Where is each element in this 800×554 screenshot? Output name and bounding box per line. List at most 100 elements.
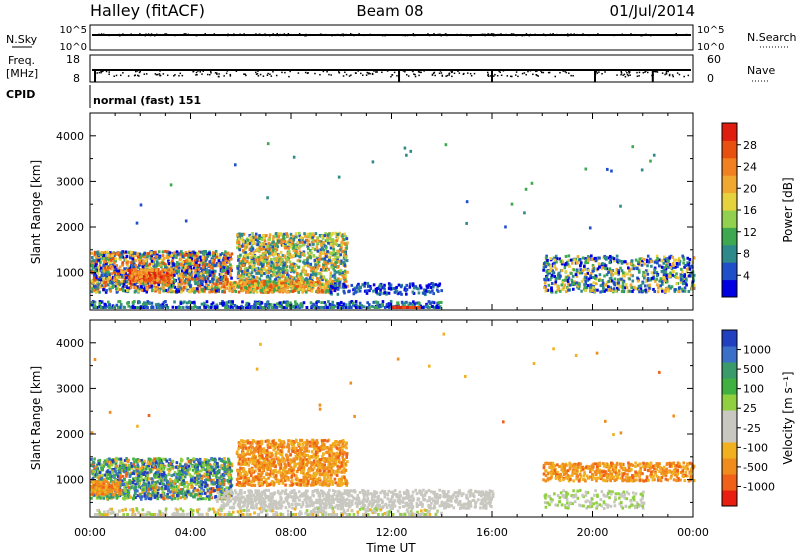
range-gate-cell: [118, 251, 122, 255]
range-gate-cell: [97, 266, 100, 270]
range-gate-cell: [115, 290, 119, 294]
range-gate-cell: [189, 290, 192, 294]
nave-dot: [159, 70, 161, 72]
range-gate-cell: [288, 279, 292, 283]
range-gate-cell: [108, 303, 111, 307]
noise-dot: [305, 34, 307, 37]
range-gate-cell: [348, 303, 351, 307]
range-gate-cell: [276, 266, 280, 270]
range-gate-cell: [186, 278, 190, 282]
range-gate-cell: [175, 271, 179, 275]
range-gate-cell: [197, 285, 201, 289]
range-gate-cell: [677, 290, 681, 294]
nave-dot: [202, 70, 204, 72]
range-gate-cell: [671, 266, 675, 270]
range-gate-cell: [268, 237, 271, 241]
range-gate-cell: [185, 262, 188, 266]
range-gate-cell: [342, 253, 346, 257]
range-gate-cell: [337, 249, 340, 253]
range-gate-cell: [363, 284, 366, 288]
range-gate-cell: [263, 282, 266, 286]
range-gate-cell: [291, 290, 295, 294]
range-gate-cell: [388, 306, 391, 309]
range-gate-cell: [321, 282, 325, 286]
range-gate-cell: [220, 277, 224, 281]
noise-dot: [544, 34, 547, 37]
range-gate-cell: [283, 289, 287, 293]
range-gate-cell: [144, 259, 147, 263]
range-gate-cell: [315, 304, 318, 308]
nave-dot: [348, 75, 351, 77]
range-gate-cell: [329, 274, 333, 278]
nave-dot: [667, 70, 669, 73]
range-gate-cell: [435, 288, 439, 292]
range-gate-cell: [555, 260, 558, 264]
range-gate-cell: [300, 236, 303, 240]
range-gate-cell: [345, 243, 348, 247]
range-gate-cell: [150, 259, 154, 263]
range-gate-cell: [692, 256, 696, 260]
range-gate-cell: [295, 285, 298, 289]
noise-dot: [178, 34, 180, 36]
nave-dot: [414, 73, 416, 76]
range-gate-cell: [241, 261, 245, 265]
noise-dot: [303, 34, 306, 37]
range-gate-cell: [138, 261, 142, 265]
range-gate-cell: [302, 252, 305, 256]
range-gate-cell: [313, 272, 316, 276]
range-gate-cell: [308, 276, 312, 280]
range-gate-cell: [583, 264, 586, 268]
range-gate-cell: [126, 301, 129, 305]
range-gate-cell: [188, 262, 192, 266]
range-gate-cell: [186, 262, 190, 266]
range-gate-cell: [662, 261, 666, 265]
power-cells: [90, 142, 696, 309]
range-gate-cell: [254, 258, 258, 262]
range-gate-cell: [395, 285, 398, 289]
range-gate-cell: [157, 250, 161, 254]
range-gate-cell: [335, 234, 338, 238]
range-gate-cell: [417, 287, 420, 291]
range-gate-cell: [566, 281, 570, 285]
range-gate-cell: [297, 290, 300, 294]
range-gate-cell: [378, 304, 381, 308]
range-gate-cell: [116, 285, 120, 289]
range-gate-cell: [275, 302, 279, 306]
range-gate-cell: [553, 275, 557, 279]
range-gate-cell: [134, 289, 137, 293]
range-gate-cell: [205, 272, 209, 276]
range-gate-cell: [326, 238, 329, 242]
range-gate-cell: [315, 261, 318, 265]
noise-dot: [433, 33, 435, 35]
range-gate-cell: [245, 301, 249, 305]
range-gate-cell: [333, 269, 337, 273]
range-gate-cell: [681, 270, 684, 274]
range-gate-cell: [284, 266, 287, 270]
range-gate-cell: [184, 265, 187, 269]
range-gate-cell: [253, 300, 257, 304]
range-gate-cell: [311, 270, 315, 274]
range-gate-cell: [675, 282, 679, 286]
range-gate-cell: [121, 273, 124, 277]
range-gate-cell: [169, 271, 172, 275]
nave-dot: [216, 73, 218, 76]
noise-dot: [440, 34, 442, 37]
range-gate-cell: [368, 284, 372, 288]
nave-dot: [668, 74, 671, 77]
range-gate-cell: [688, 274, 691, 278]
range-gate-cell: [196, 252, 200, 256]
nave-dot: [624, 75, 627, 78]
range-gate-cell: [636, 276, 639, 280]
range-gate-cell: [273, 287, 277, 291]
noise-dot: [439, 33, 441, 35]
range-gate-cell: [215, 306, 219, 309]
range-gate-cell: [584, 257, 587, 261]
range-gate-cell: [123, 267, 126, 271]
nave-dot: [636, 75, 639, 77]
noise-dot: [542, 33, 545, 35]
range-gate-cell: [95, 276, 98, 280]
range-gate-cell: [341, 270, 344, 274]
range-gate-cell: [320, 284, 324, 288]
range-gate-cell: [687, 261, 691, 265]
noise-dot: [156, 33, 158, 36]
